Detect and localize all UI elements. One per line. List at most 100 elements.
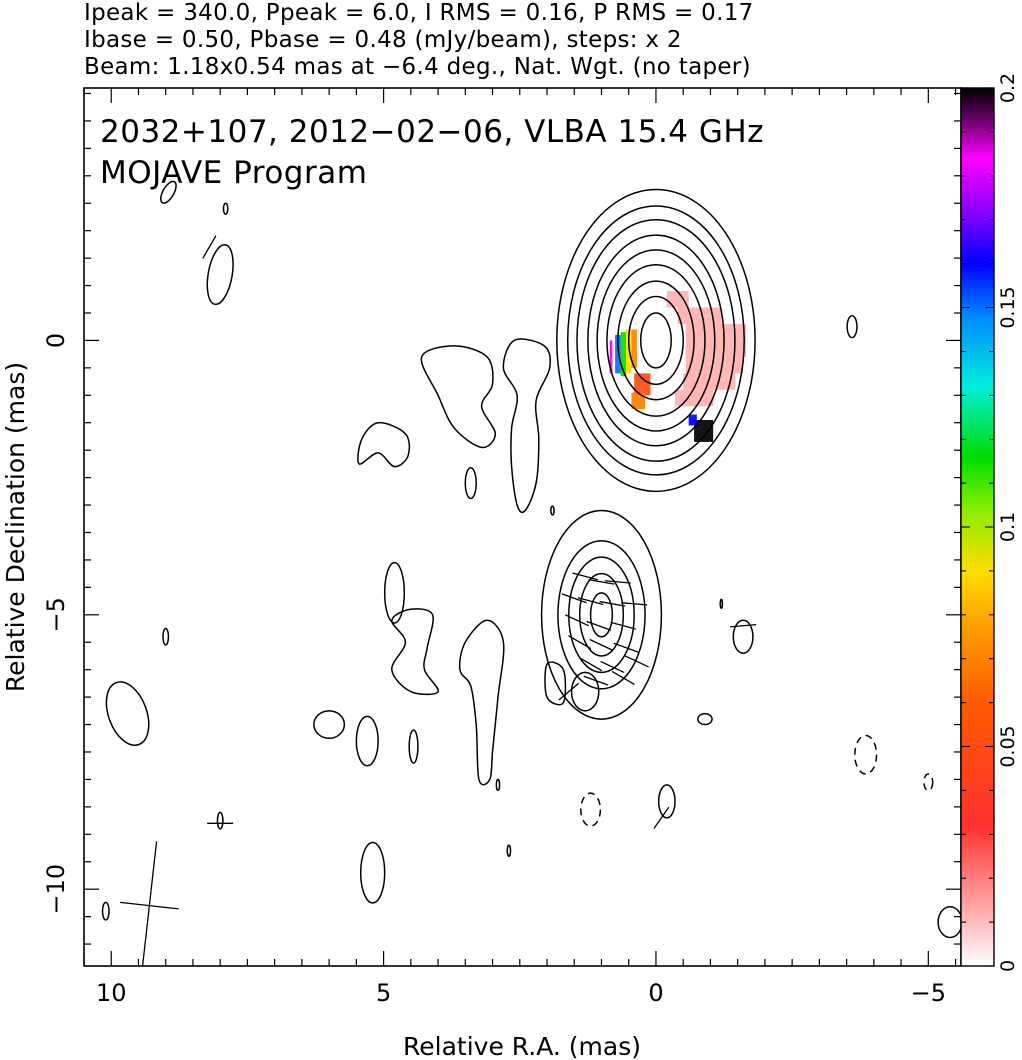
jet-contour <box>568 556 635 674</box>
polarization-pixel <box>677 307 722 324</box>
evpa-tick <box>588 578 615 585</box>
evpa-tick <box>604 580 631 584</box>
core-contour <box>606 263 706 417</box>
evpa-tick <box>202 235 217 259</box>
x-tick-label: 10 <box>96 979 127 1007</box>
noise-contour <box>408 729 419 764</box>
colorbar-tick-label: 0.1 <box>997 512 1019 542</box>
evpa-tick <box>599 600 626 607</box>
y-tick-label: −10 <box>42 864 70 915</box>
core-contour <box>587 234 725 447</box>
noise-contour <box>458 619 505 786</box>
x-tick-label: −5 <box>911 979 946 1007</box>
core-contour <box>556 188 756 493</box>
y-tick-label: 0 <box>42 333 70 348</box>
noise-contour <box>420 345 497 449</box>
colorbar-tick-label: 0 <box>997 960 1019 972</box>
noise-contour <box>846 314 858 339</box>
evpa-tick <box>564 614 590 627</box>
noise-contour <box>105 681 150 746</box>
colorbar-tick-label: 0.05 <box>997 725 1019 767</box>
evpa-tick <box>610 621 636 630</box>
y-axis-label: Relative Declination (mas) <box>1 362 30 692</box>
noise-contour <box>697 712 713 726</box>
noise-contour <box>544 661 567 706</box>
noise-contour <box>506 844 512 858</box>
core-contour <box>627 295 684 386</box>
noise-contour <box>359 841 386 904</box>
evpa-tick <box>653 806 670 829</box>
noise-contour <box>719 598 724 609</box>
evpa-tick <box>558 682 580 701</box>
evpa-tick <box>611 670 635 685</box>
colorbar-tick-label: 0.2 <box>997 73 1019 103</box>
evpa-tick <box>613 642 639 653</box>
evpa-tick <box>586 620 612 631</box>
x-axis-label: Relative R.A. (mas) <box>403 1032 641 1060</box>
jet-contour <box>589 592 614 638</box>
noise-contour <box>383 561 406 624</box>
y-tick-label: −5 <box>42 597 70 632</box>
polarization-pixel <box>685 323 746 341</box>
core-contour <box>576 218 736 462</box>
core-contour <box>596 249 716 432</box>
chart-subtitle: MOJAVE Program <box>100 155 367 191</box>
negative-contour <box>854 734 878 775</box>
evpa-tick <box>730 623 757 628</box>
polarization-pixel <box>631 392 646 410</box>
polarization-pixel <box>634 373 651 396</box>
noise-contour <box>313 710 346 740</box>
polarization-pixel <box>685 340 746 357</box>
noise-contour <box>502 338 552 514</box>
evpa-tick <box>600 660 625 674</box>
noise-contour <box>216 811 224 830</box>
polarization-pixel <box>694 419 714 442</box>
polarization-pixel <box>625 329 632 374</box>
noise-contour <box>732 619 754 654</box>
plot-frame <box>83 87 962 967</box>
polarization-pixel <box>675 389 714 407</box>
noise-contour <box>391 608 439 696</box>
noise-contour <box>162 627 170 646</box>
noise-contour <box>222 202 229 215</box>
evpa-tick <box>589 638 614 652</box>
evpa-tick <box>624 655 649 668</box>
polarization-pixel <box>631 329 637 368</box>
noise-contour <box>160 180 177 204</box>
noise-contour <box>495 778 501 792</box>
core-contour <box>566 205 745 476</box>
x-tick-label: 0 <box>648 979 663 1007</box>
jet-contour <box>540 509 663 720</box>
noise-contour <box>570 671 600 712</box>
core-contour <box>617 280 695 401</box>
noise-contour <box>101 901 110 921</box>
evpa-tick <box>568 635 592 650</box>
evpa-tick <box>572 572 598 581</box>
evpa-tick <box>579 657 603 672</box>
polarization-pixel <box>666 291 689 308</box>
evpa-tick <box>577 597 604 606</box>
evpa-tick <box>583 675 609 686</box>
negative-contour <box>923 773 934 792</box>
polarization-pixel <box>620 332 626 377</box>
negative-contour <box>580 792 602 827</box>
jet-contour <box>578 572 625 657</box>
beam-minor-axis <box>120 901 179 910</box>
chart-title: 2032+107, 2012−02−06, VLBA 15.4 GHz <box>100 114 764 150</box>
colorbar: 0 0.05 0.1 0.15 0.2 <box>960 73 1019 972</box>
polarization-pixel <box>688 414 697 426</box>
polarization-pixel <box>615 334 621 374</box>
noise-contour <box>937 905 961 939</box>
evpa-tick <box>621 602 648 606</box>
polarization-pixel <box>685 356 744 374</box>
colorbar-tick-label: 0.15 <box>997 286 1019 328</box>
core-contour <box>639 312 672 369</box>
noise-contour <box>657 784 676 819</box>
evpa-tick <box>561 593 587 604</box>
header-line-2: Ibase = 0.50, Pbase = 0.48 (mJy/beam), s… <box>84 27 682 53</box>
noise-contour <box>355 715 379 767</box>
polarization-pixel <box>609 340 613 374</box>
noise-contour <box>550 505 555 516</box>
header-line-3: Beam: 1.18x0.54 mas at −6.4 deg., Nat. W… <box>84 54 751 80</box>
